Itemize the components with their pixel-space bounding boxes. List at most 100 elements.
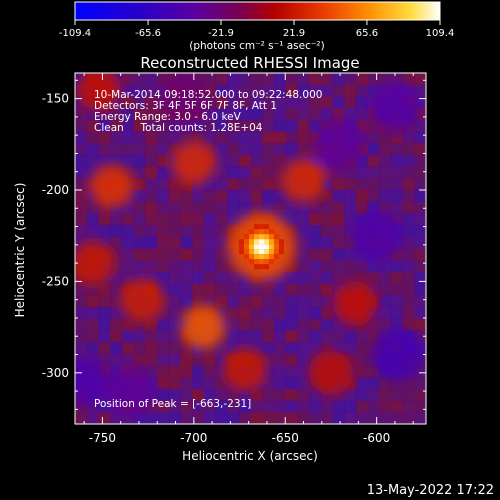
noise-pixel	[215, 400, 228, 413]
noise-pixel	[168, 236, 181, 250]
noise-pixel	[203, 365, 216, 378]
noise-pixel	[285, 342, 298, 355]
peak-pixel	[258, 254, 264, 260]
noise-pixel	[379, 295, 392, 308]
noise-pixel	[414, 108, 426, 121]
noise-pixel	[250, 412, 263, 424]
noise-pixel	[297, 271, 310, 285]
noise-pixel	[344, 271, 357, 285]
noise-pixel	[332, 178, 345, 191]
noise-pixel	[86, 283, 99, 296]
noise-pixel	[192, 353, 205, 367]
noise-pixel	[168, 201, 181, 214]
noise-pixel	[168, 365, 181, 378]
peak-pixel	[238, 239, 244, 245]
noise-pixel	[215, 190, 228, 203]
noise-pixel	[75, 166, 88, 179]
noise-pixel	[320, 84, 333, 97]
noise-pixel	[379, 377, 392, 390]
noise-pixel	[309, 108, 322, 121]
peak-pixel	[263, 254, 269, 260]
peak-pixel	[263, 239, 269, 245]
peak-pixel	[258, 234, 264, 240]
noise-pixel	[402, 248, 415, 261]
noise-pixel	[320, 108, 333, 121]
noise-pixel	[402, 213, 415, 226]
noise-pixel	[320, 283, 333, 296]
noise-pixel	[180, 225, 193, 238]
noise-pixel	[355, 377, 369, 390]
noise-pixel	[355, 412, 369, 424]
noise-pixel	[262, 108, 275, 121]
noise-pixel	[390, 295, 404, 308]
peak-pixel	[268, 249, 274, 255]
noise-pixel	[168, 248, 181, 261]
noise-pixel	[332, 400, 345, 413]
noise-pixel	[332, 318, 345, 331]
noise-pixel	[355, 400, 369, 413]
noise-pixel	[273, 353, 287, 367]
noise-pixel	[355, 260, 369, 273]
noise-pixel	[121, 96, 135, 109]
noise-pixel	[297, 283, 310, 296]
annotation-detectors: Detectors: 3F 4F 5F 6F 7F 8F, Att 1	[94, 100, 277, 112]
noise-pixel	[367, 166, 380, 179]
noise-pixel	[297, 131, 310, 144]
noise-pixel	[121, 342, 135, 355]
peak-pixel	[258, 249, 264, 255]
noise-pixel	[110, 353, 123, 367]
peak-pixel	[263, 259, 269, 265]
noise-pixel	[355, 73, 369, 86]
footer-date: 13-May-2022 17:22	[367, 483, 494, 498]
noise-pixel	[110, 154, 123, 168]
noise-pixel	[355, 271, 369, 285]
noise-pixel	[156, 143, 170, 156]
noise-pixel	[180, 295, 193, 308]
noise-pixel	[168, 330, 181, 343]
noise-pixel	[414, 412, 426, 424]
x-tick-label: -600	[363, 431, 390, 445]
noise-pixel	[297, 260, 310, 273]
noise-pixel	[215, 236, 228, 250]
noise-pixel	[379, 318, 392, 331]
noise-pixel	[285, 119, 298, 133]
noise-pixel	[133, 213, 146, 226]
noise-pixel	[402, 295, 415, 308]
negative-source	[368, 81, 421, 134]
noise-pixel	[309, 201, 322, 214]
noise-pixel	[297, 388, 310, 402]
noise-pixel	[121, 84, 135, 97]
noise-pixel	[192, 119, 205, 133]
noise-pixel	[75, 330, 88, 343]
noise-pixel	[75, 201, 88, 214]
noise-pixel	[98, 143, 111, 156]
noise-pixel	[203, 201, 216, 214]
noise-pixel	[203, 213, 216, 226]
noise-pixel	[203, 412, 216, 424]
noise-pixel	[180, 190, 193, 203]
noise-pixel	[238, 131, 252, 144]
noise-pixel	[227, 388, 240, 402]
y-tick-label: -200	[42, 183, 69, 197]
noise-pixel	[273, 119, 287, 133]
noise-pixel	[203, 377, 216, 390]
noise-pixel	[273, 73, 287, 86]
noise-pixel	[285, 295, 298, 308]
noise-pixel	[192, 225, 205, 238]
noise-pixel	[215, 96, 228, 109]
noise-pixel	[168, 400, 181, 413]
noise-pixel	[156, 342, 170, 355]
noise-pixel	[344, 96, 357, 109]
noise-pixel	[145, 84, 158, 97]
noise-pixel	[98, 307, 111, 320]
noise-pixel	[379, 178, 392, 191]
y-tick-label: -250	[42, 274, 69, 288]
noise-pixel	[250, 400, 263, 413]
noise-pixel	[133, 84, 146, 97]
peak-pixel	[268, 234, 274, 240]
noise-pixel	[227, 143, 240, 156]
peak-pixel	[253, 224, 259, 230]
noise-pixel	[180, 131, 193, 144]
noise-pixel	[180, 412, 193, 424]
noise-pixel	[133, 190, 146, 203]
